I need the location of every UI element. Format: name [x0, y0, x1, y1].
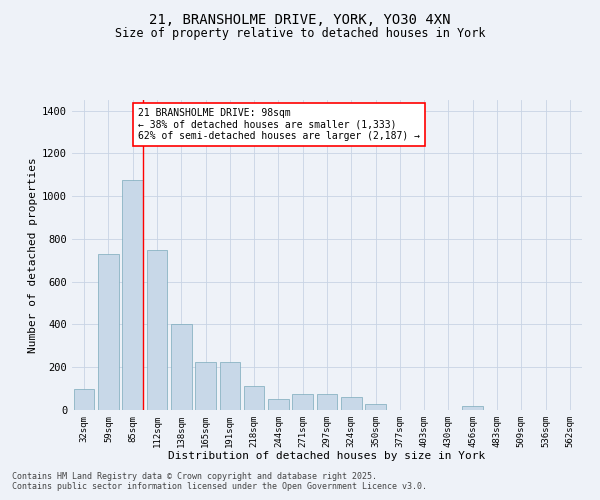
Bar	[341, 397, 362, 410]
Bar	[195, 362, 216, 410]
Y-axis label: Number of detached properties: Number of detached properties	[28, 157, 38, 353]
Text: 21 BRANSHOLME DRIVE: 98sqm
← 38% of detached houses are smaller (1,333)
62% of s: 21 BRANSHOLME DRIVE: 98sqm ← 38% of deta…	[139, 108, 420, 141]
Text: 21, BRANSHOLME DRIVE, YORK, YO30 4XN: 21, BRANSHOLME DRIVE, YORK, YO30 4XN	[149, 12, 451, 26]
Text: Contains public sector information licensed under the Open Government Licence v3: Contains public sector information licen…	[12, 482, 427, 491]
Bar	[244, 386, 265, 410]
Bar	[317, 394, 337, 410]
Bar	[220, 362, 240, 410]
Bar	[463, 406, 483, 410]
Bar	[122, 180, 143, 410]
Text: Contains HM Land Registry data © Crown copyright and database right 2025.: Contains HM Land Registry data © Crown c…	[12, 472, 377, 481]
Bar	[171, 324, 191, 410]
Bar	[268, 400, 289, 410]
Bar	[365, 404, 386, 410]
X-axis label: Distribution of detached houses by size in York: Distribution of detached houses by size …	[169, 452, 485, 462]
Text: Size of property relative to detached houses in York: Size of property relative to detached ho…	[115, 28, 485, 40]
Bar	[98, 254, 119, 410]
Bar	[292, 394, 313, 410]
Bar	[146, 250, 167, 410]
Bar	[74, 388, 94, 410]
